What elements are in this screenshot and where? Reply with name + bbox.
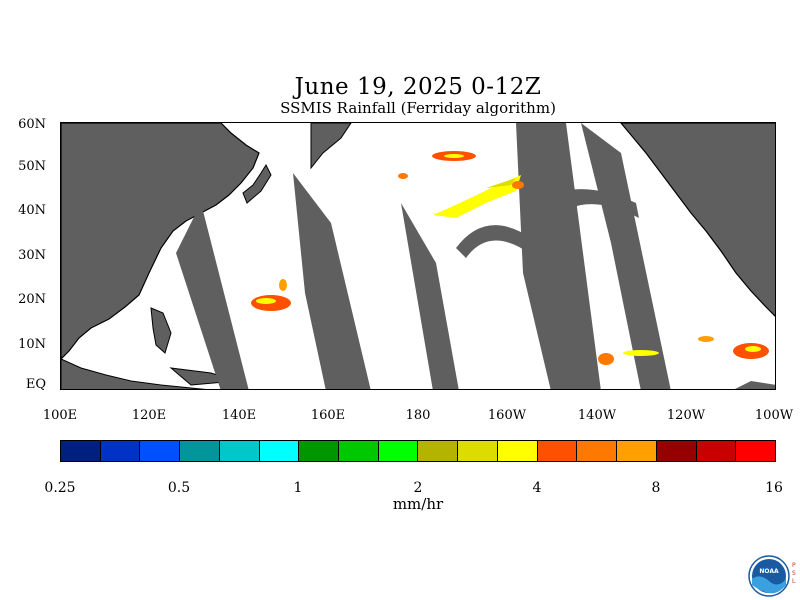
- colorbar-swatch-3: [180, 441, 220, 461]
- colorbar-tick-4: 4: [532, 480, 542, 496]
- colorbar-tick-16: 16: [765, 480, 783, 496]
- rainfall-map: [60, 122, 776, 390]
- colorbar: [60, 440, 776, 462]
- lon-label-160w: 160W: [487, 408, 527, 423]
- swath-gap-5: [581, 123, 671, 389]
- map-canvas: [61, 123, 775, 389]
- colorbar-swatch-8: [378, 441, 419, 461]
- swath-gap-1: [176, 203, 249, 389]
- rain-patch-3: [398, 173, 408, 179]
- lat-label-20n: 20N: [18, 292, 46, 307]
- colorbar-tick-2: 2: [413, 480, 423, 496]
- colorbar-tick-0-25: 0.25: [44, 480, 76, 496]
- colorbar-swatch-17: [736, 441, 775, 461]
- swath-gap-4: [516, 123, 601, 389]
- colorbar-swatch-16: [696, 441, 737, 461]
- swath-gap-2: [293, 173, 371, 389]
- rain-patch-western-pacific: [251, 279, 291, 311]
- lon-label-140w: 140W: [577, 408, 617, 423]
- noaa-logo-text: NOAA: [759, 568, 779, 575]
- colorbar-swatch-13: [577, 441, 618, 461]
- lat-label-30n: 30N: [18, 248, 46, 263]
- lat-label-40n: 40N: [18, 203, 46, 218]
- lon-label-120w: 120W: [666, 408, 706, 423]
- colorbar-swatch-0: [61, 441, 101, 461]
- japan-island: [242, 163, 272, 204]
- colorbar-units: mm/hr: [392, 495, 444, 513]
- colorbar-swatch-14: [617, 441, 657, 461]
- swath-gap-3: [401, 203, 459, 389]
- lat-label-10n: 10N: [18, 337, 46, 352]
- swath-gap-arc-2: [531, 189, 639, 223]
- lon-label-120e: 120E: [131, 408, 167, 423]
- colorbar-tick-8: 8: [651, 480, 661, 496]
- rain-patch-north-pacific-2: [433, 175, 524, 218]
- asia-landmass: [61, 123, 260, 360]
- colorbar-swatch-4: [219, 441, 260, 461]
- noaa-logo: NOAA: [748, 555, 790, 597]
- lon-label-100w: 100W: [754, 408, 794, 423]
- colorbar-tick-1: 1: [293, 480, 303, 496]
- lat-label-60n: 60N: [18, 117, 46, 132]
- colorbar-swatch-6: [299, 441, 340, 461]
- lon-label-100e: 100E: [42, 408, 78, 423]
- map-title: June 19, 2025 0-12Z: [294, 74, 542, 100]
- australia-landmass: [61, 358, 207, 389]
- swath-gap-arc-1: [456, 225, 536, 258]
- colorbar-swatch-2: [140, 441, 181, 461]
- colorbar-swatch-5: [259, 441, 300, 461]
- colorbar-swatch-10: [458, 441, 498, 461]
- map-subtitle: SSMIS Rainfall (Ferriday algorithm): [280, 99, 556, 117]
- colorbar-swatch-15: [656, 441, 697, 461]
- colorbar-swatch-11: [497, 441, 538, 461]
- lat-label-eq: EQ: [25, 377, 46, 392]
- colorbar-swatch-1: [100, 441, 141, 461]
- rain-patch-eastern-pacific: [598, 336, 769, 365]
- lon-label-180: 180: [405, 408, 431, 423]
- colorbar-tick-0-5: 0.5: [167, 480, 191, 496]
- alaska-peninsula: [310, 123, 352, 170]
- colorbar-swatch-7: [339, 441, 379, 461]
- north-america-landmass: [620, 123, 775, 317]
- south-america-tip: [735, 381, 775, 389]
- philippines-islands: [150, 307, 172, 354]
- lon-label-160e: 160E: [310, 408, 346, 423]
- colorbar-swatch-12: [537, 441, 578, 461]
- rain-patch-north-pacific-1: [432, 151, 476, 161]
- lat-label-50n: 50N: [18, 159, 46, 174]
- colorbar-swatch-9: [418, 441, 459, 461]
- lon-label-140e: 140E: [221, 408, 257, 423]
